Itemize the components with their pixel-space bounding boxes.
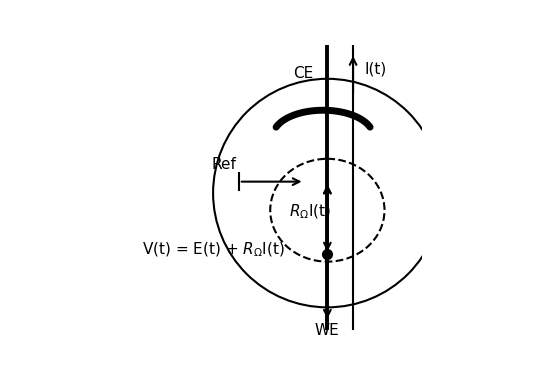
Text: I(t): I(t): [364, 62, 387, 77]
Text: CE: CE: [293, 66, 313, 81]
Text: Ref: Ref: [212, 157, 237, 172]
Text: $R_{\Omega}$I(t): $R_{\Omega}$I(t): [289, 203, 331, 221]
Text: WE: WE: [315, 323, 340, 338]
Text: V(t) = E(t) + $R_{\Omega}$I(t): V(t) = E(t) + $R_{\Omega}$I(t): [141, 241, 285, 259]
